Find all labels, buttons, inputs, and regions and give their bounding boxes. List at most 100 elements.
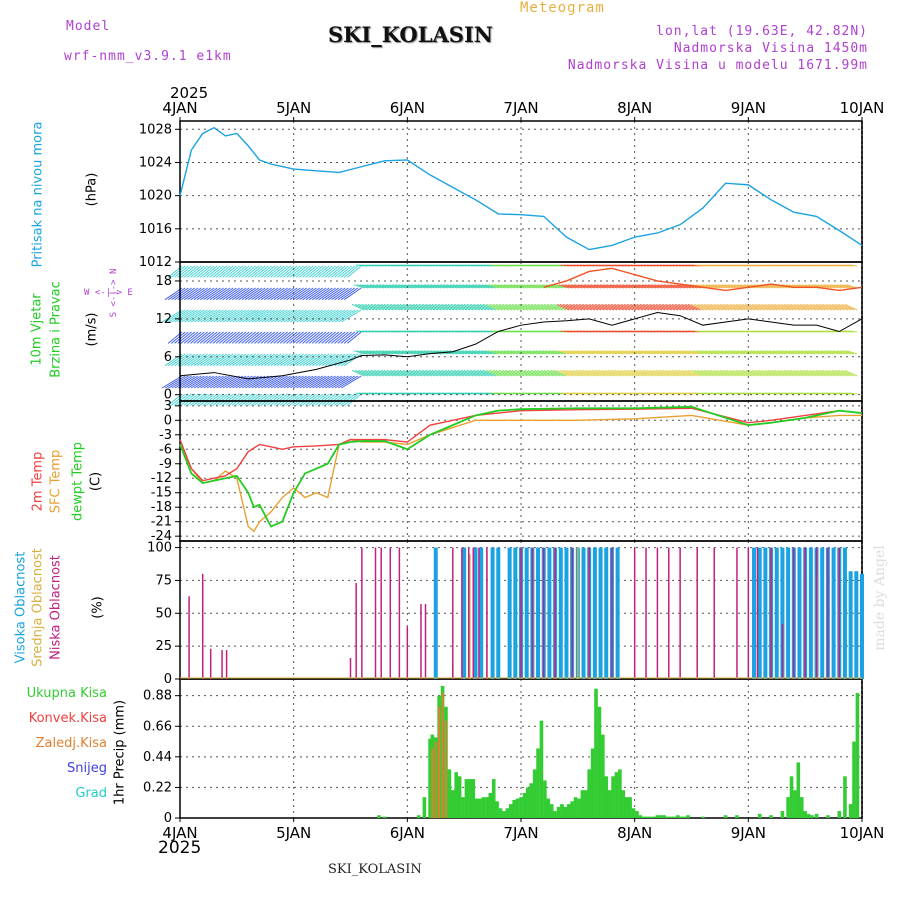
wind-barb <box>587 284 599 289</box>
wind-barb <box>334 309 356 323</box>
wind-barb <box>283 375 304 389</box>
wind-barb <box>418 369 432 377</box>
wind-barb <box>830 284 842 289</box>
wind-barb <box>186 331 202 344</box>
cloud-bar <box>679 547 681 679</box>
wind-barb <box>213 309 234 323</box>
wind-barb <box>479 369 493 377</box>
cloud-bar <box>225 650 228 679</box>
wind-barb <box>527 303 541 311</box>
wind-barb <box>434 303 448 311</box>
wind-barb <box>843 350 855 355</box>
wind-barb <box>436 284 448 289</box>
wind-barb <box>777 303 791 311</box>
cloud-bar <box>209 648 212 679</box>
wind-barb <box>438 303 452 311</box>
wind-barb <box>382 284 394 289</box>
wind-barb <box>263 331 279 344</box>
wind-barb <box>280 353 298 367</box>
wind-barb <box>331 353 349 367</box>
date-label-top: 5JAN <box>276 99 311 117</box>
wind-barb <box>594 303 608 311</box>
wind-barb <box>614 303 628 311</box>
wind-barb <box>610 303 624 311</box>
precip-bar <box>618 769 622 818</box>
wind-barb <box>735 369 749 377</box>
wind-barb <box>180 287 199 301</box>
wind-barb <box>553 369 567 377</box>
wind-barb <box>550 369 564 377</box>
wind-barb <box>244 287 263 301</box>
wind-barb <box>392 284 403 289</box>
wind-barb <box>286 353 304 367</box>
wind-barb <box>234 331 250 344</box>
precip-bar <box>672 816 677 818</box>
wind-barb <box>187 309 208 323</box>
wind-barb <box>245 309 266 323</box>
wind-barb <box>264 375 285 389</box>
wind-barb <box>662 369 676 377</box>
cloud-bar <box>571 547 573 679</box>
wind-barb <box>644 284 656 289</box>
wind-barb <box>372 284 384 289</box>
wind-barb <box>180 265 196 278</box>
wind-barb <box>409 369 423 377</box>
wind-barb <box>817 284 829 289</box>
wind-barb <box>473 369 487 377</box>
wind-barb <box>479 303 493 311</box>
wind-barb <box>206 287 224 301</box>
wind-barb <box>833 350 845 355</box>
wind-barb <box>670 350 682 355</box>
wind-barb <box>312 375 333 389</box>
ytick-label: -21 <box>151 515 172 530</box>
wind-barb <box>737 350 749 355</box>
cloud-bar <box>531 547 534 679</box>
wind-barb <box>232 309 253 323</box>
cloud-bar <box>542 547 545 679</box>
wind-barb <box>215 331 231 344</box>
wind-barb <box>212 353 231 367</box>
wind-barb <box>564 284 576 289</box>
cloud-bar <box>398 547 401 679</box>
precip-bar <box>614 772 619 818</box>
wind-barb <box>238 265 253 278</box>
wind-barb <box>745 303 759 311</box>
wind-barb <box>337 353 356 367</box>
wind-barb <box>764 303 778 311</box>
wind-barb <box>318 331 333 344</box>
wind-barb <box>510 350 522 355</box>
wind-barb <box>343 265 359 278</box>
wind-barb <box>716 303 730 311</box>
wind-barb <box>218 265 234 278</box>
wind-barb <box>324 393 340 406</box>
wind-barb <box>390 369 404 377</box>
wind-barb <box>222 393 237 406</box>
wind-barb <box>703 303 717 311</box>
wind-barb <box>529 350 541 355</box>
wind-barb <box>260 393 276 406</box>
wind-barb <box>649 303 663 311</box>
wind-barb <box>540 303 554 311</box>
wind-barb <box>286 287 304 301</box>
wind-barb <box>308 393 324 406</box>
wind-speed-line <box>179 312 863 380</box>
wind-barb <box>181 309 202 323</box>
wind-barb <box>190 375 212 389</box>
wind-barb <box>478 284 490 289</box>
wind-barb <box>286 265 301 278</box>
wind-barb <box>550 303 564 311</box>
cloud-bar <box>860 573 864 679</box>
wind-barb <box>376 350 387 355</box>
wind-barb <box>603 350 615 355</box>
wind-barb <box>314 393 330 406</box>
wind-barb <box>654 284 666 289</box>
wind-barb <box>532 284 544 289</box>
wind-barb <box>617 303 631 311</box>
wind-barb <box>836 350 848 355</box>
ytick-label: 18 <box>155 274 172 289</box>
wind-barb <box>170 331 186 344</box>
wind-barb <box>206 265 221 278</box>
wind-barb <box>289 353 308 367</box>
precip-bar <box>447 769 452 818</box>
precip-bar <box>635 811 639 818</box>
